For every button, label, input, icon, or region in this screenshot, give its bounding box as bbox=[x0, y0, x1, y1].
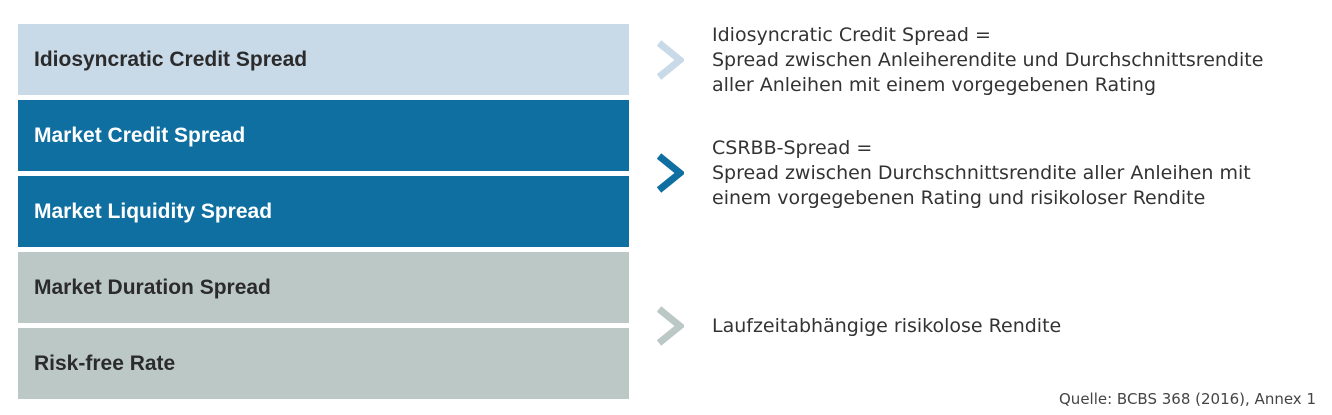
description-line: Idiosyncratic Credit Spread = bbox=[712, 24, 991, 46]
chevron-right-icon bbox=[656, 153, 684, 193]
block-market-duration-spread: Market Duration Spread bbox=[18, 252, 629, 323]
block-risk-free-rate: Risk-free Rate bbox=[18, 328, 629, 399]
chevron-right-icon bbox=[656, 306, 684, 346]
chevron-right-icon bbox=[656, 40, 684, 80]
description-risk-free: Laufzeitabhängige risikolose Rendite bbox=[712, 314, 1061, 339]
description-idiosyncratic: Idiosyncratic Credit Spread = Spread zwi… bbox=[712, 23, 1263, 98]
description-line: Spread zwischen Durchschnittsrendite all… bbox=[712, 162, 1251, 184]
block-market-credit-spread: Market Credit Spread bbox=[18, 100, 629, 171]
description-line: Laufzeitabhängige risikolose Rendite bbox=[712, 315, 1062, 337]
description-line: aller Anleihen mit einem vorgegebenen Ra… bbox=[712, 74, 1157, 96]
block-idiosyncratic-credit-spread: Idiosyncratic Credit Spread bbox=[18, 24, 629, 95]
description-line: Spread zwischen Anleiherendite und Durch… bbox=[712, 49, 1264, 71]
description-line: einem vorgegebenen Rating und risikolose… bbox=[712, 187, 1206, 209]
block-market-liquidity-spread: Market Liquidity Spread bbox=[18, 176, 629, 247]
source-note: Quelle: BCBS 368 (2016), Annex 1 bbox=[1059, 390, 1316, 408]
description-line: CSRBB-Spread = bbox=[712, 137, 873, 159]
description-csrbb: CSRBB-Spread = Spread zwischen Durchschn… bbox=[712, 136, 1251, 211]
